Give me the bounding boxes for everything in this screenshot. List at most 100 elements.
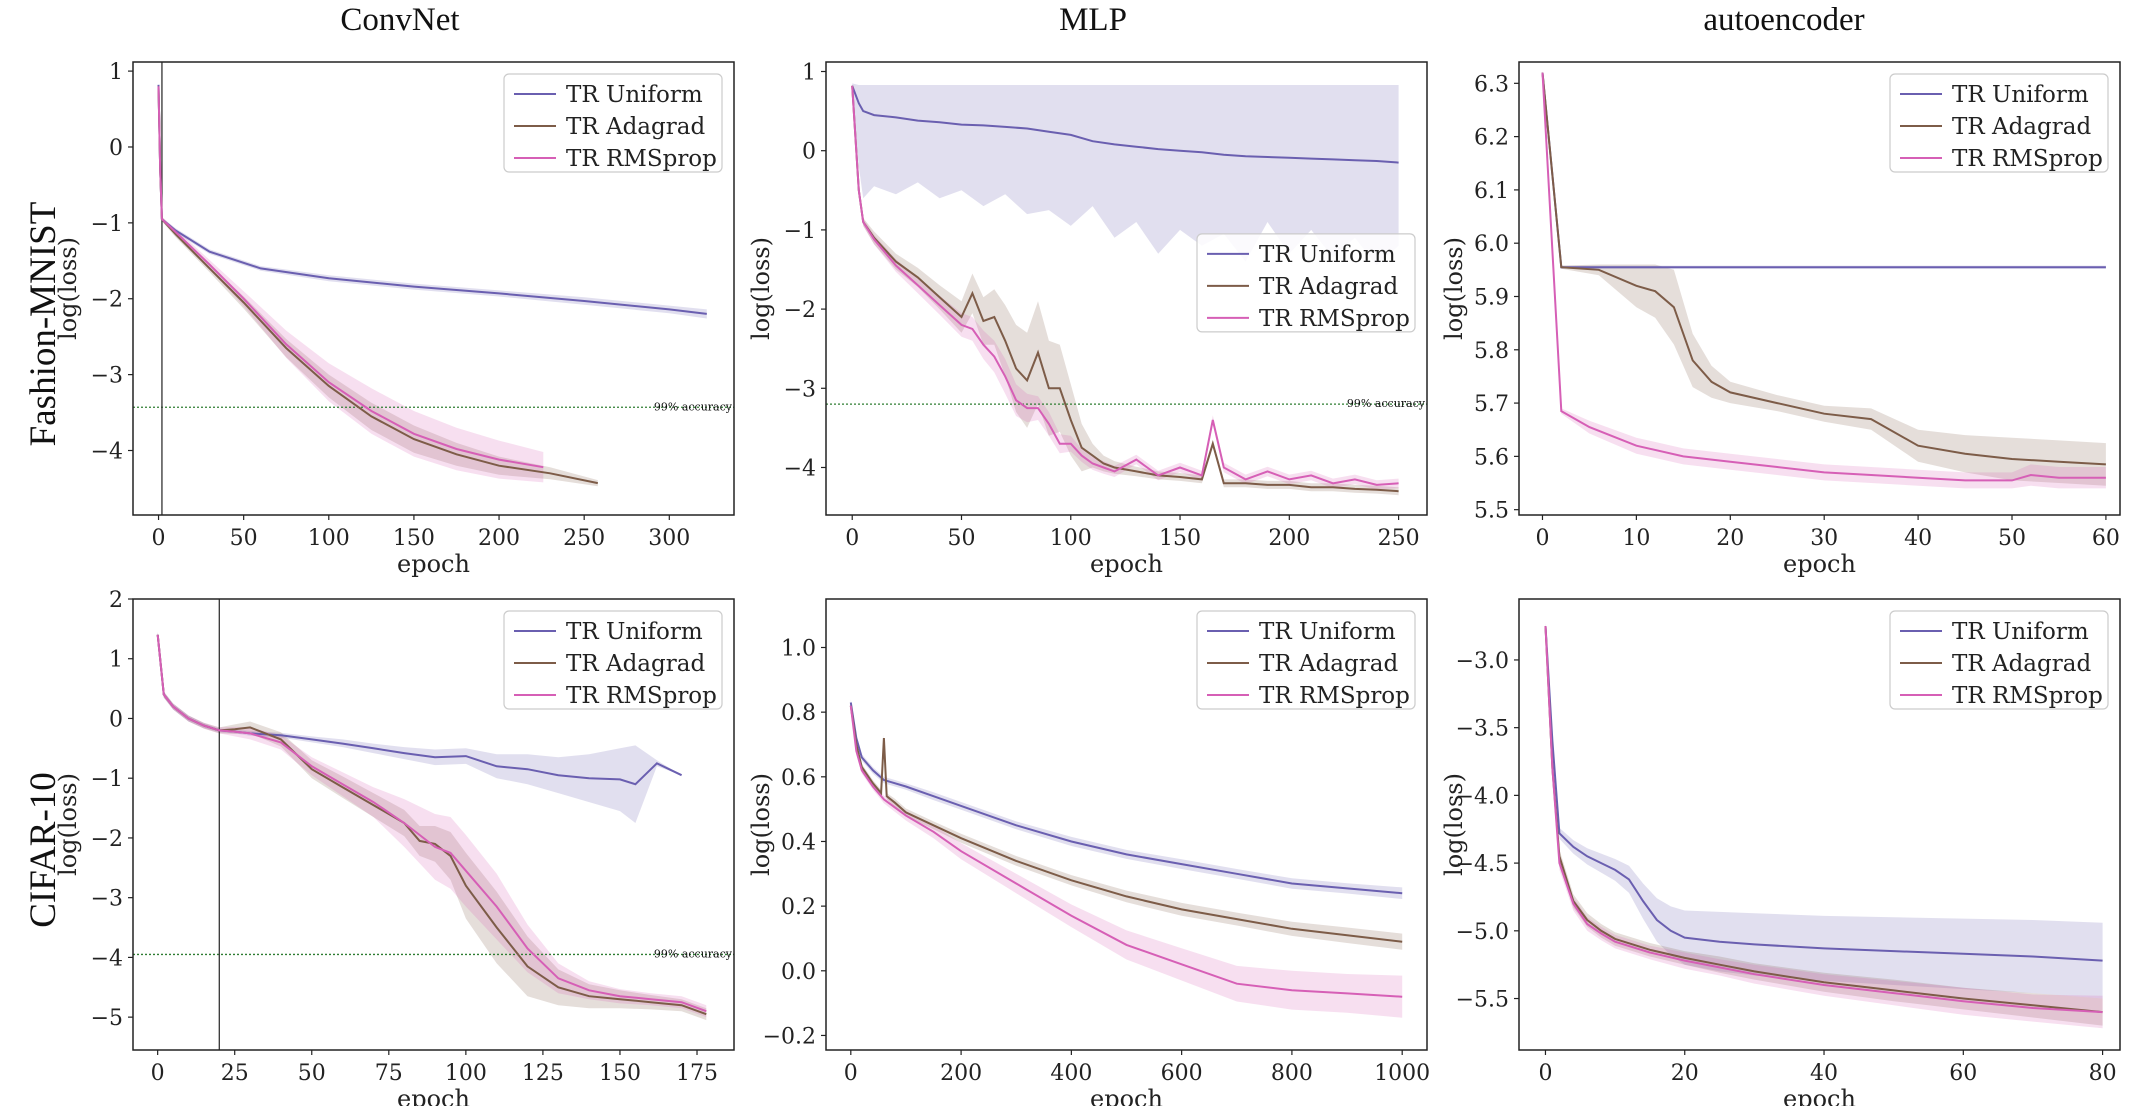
panel-r1c2-legend: TR Uniform TR Adagrad TR RMSprop (1889, 610, 2109, 710)
panel-r1c0-ytick-label: −3 (91, 887, 123, 912)
panel-r1c2-xtick-label: 20 (1671, 1061, 1699, 1086)
panel-r1c0-ytick-label: −2 (91, 827, 123, 852)
panel-r1c0-band-tr-rmsprop (157, 631, 707, 1018)
panel-r1c1-xlabel: epoch (1090, 1085, 1163, 1106)
panel-r0c0-ytick-label: 1 (109, 60, 123, 85)
panel-r0c2-ytick-label: 6.0 (1474, 232, 1509, 257)
panel-r0c1-xlabel: epoch (1090, 550, 1163, 578)
panel-r1c2-ytick-label: −5.0 (1456, 920, 1509, 945)
panel-r0c2-legend: TR Uniform TR Adagrad TR RMSprop (1889, 73, 2109, 173)
panel-r0c1-ytick-label: −4 (784, 456, 816, 481)
panel-r0c1-ytick-label: 0 (802, 140, 816, 165)
panel-r1c1-plot-area (849, 699, 1403, 1018)
panel-r0c0-accuracy-label: 99% accuracy (654, 400, 733, 413)
panel-r0c2-legend-box (1889, 73, 2109, 173)
panel-r1c2-ytick-label: −4.0 (1456, 784, 1509, 809)
panel-r1c0-band-tr-uniform (157, 631, 682, 823)
panel-r0c2-ytick-label: 6.2 (1474, 126, 1509, 151)
panel-r1c0-xtick-label: 100 (445, 1061, 487, 1086)
panel-r0c0-band-tr-rmsprop (158, 84, 544, 483)
panel-r0c2-xtick-label: 10 (1622, 526, 1650, 551)
panel-r0c0-plot-area (133, 62, 734, 515)
panel-r0c1-frame (825, 61, 1428, 516)
panel-r0c2-ytick-label: 5.9 (1474, 285, 1509, 310)
panel-r1c0-legend-box (503, 610, 723, 710)
panel-r1c1-legend-label-tr-adagrad: TR Adagrad (1259, 651, 1398, 677)
panel-r1c2-line-tr-uniform (1544, 626, 2103, 962)
panel-r1c0-xtick-label: 175 (676, 1061, 718, 1086)
panel-r1c2-ylabel: log(loss) (1440, 773, 1468, 876)
panel-r1c1-band-tr-rmsprop (850, 702, 1403, 1018)
panel-r1c2-xtick-label: 60 (1949, 1061, 1977, 1086)
panel-r1c0-ytick-label: −5 (91, 1006, 123, 1031)
panel-r1c2-legend-label-tr-adagrad: TR Adagrad (1952, 651, 2091, 677)
panel-r1c0-frame (132, 598, 735, 1051)
panel-r0c1-line-tr-rmsprop (851, 85, 1399, 486)
panel-r0c0-line-tr-rmsprop (157, 86, 544, 469)
panel-r0c2-ylabel: log(loss) (1440, 237, 1468, 340)
panel-r0c2: 0 10 20 30 40 50 60 5.5 5.6 5.7 5.8 5.9 6.0 6.1 6.2 6.3… (1440, 61, 2121, 578)
panel-r1c1-ytick-label: 0.2 (781, 895, 816, 920)
panel-r1c2: 0 20 40 60 80 −5.5 −5.0 −4.5 −4.0 −3.5 −3.0 epoch lo… (1440, 598, 2121, 1106)
panel-r0c2-ytick-label: 5.6 (1474, 445, 1509, 470)
panel-r0c1-ytick-label: −3 (784, 377, 816, 402)
panel-r1c0-xtick-label: 75 (375, 1061, 403, 1086)
panel-r0c2-xtick-label: 60 (2092, 526, 2120, 551)
panel-r1c1-xtick-label: 1000 (1374, 1061, 1430, 1086)
panel-r1c2-xtick-label: 40 (1810, 1061, 1838, 1086)
panel-r0c0-ylabel: log(loss) (54, 237, 82, 340)
panel-r1c1-ytick-label: 0.4 (781, 830, 816, 855)
panel-r1c1-xtick-label: 200 (940, 1061, 982, 1086)
panel-r0c1-ytick-label: −2 (784, 298, 816, 323)
panel-r0c0-legend-label-tr-rmsprop: TR RMSprop (566, 146, 717, 172)
panel-r0c1-ytick-label: 1 (802, 61, 816, 86)
panel-r0c2-ytick-label: 5.7 (1474, 392, 1509, 417)
panel-r0c2-ytick-label: 5.5 (1474, 499, 1509, 524)
panel-r1c1-xtick-label: 400 (1050, 1061, 1092, 1086)
panel-r0c2-line-tr-adagrad (1541, 72, 2106, 466)
panel-r0c0-legend-label-tr-uniform: TR Uniform (566, 82, 703, 108)
panel-r1c2-ytick-label: −5.5 (1456, 988, 1509, 1013)
panel-r0c1-line-tr-uniform (851, 85, 1399, 164)
panel-r1c0-line-tr-rmsprop (156, 634, 707, 1013)
panel-r1c0-xtick-label: 125 (522, 1061, 564, 1086)
panel-r0c2-xtick-label: 40 (1904, 526, 1932, 551)
panel-r1c0-ytick-label: −1 (91, 767, 123, 792)
row-title-cifar10: CIFAR-10 (23, 772, 64, 928)
panel-r0c1-xtick-label: 50 (947, 526, 975, 551)
panel-r1c0-legend-label-tr-uniform: TR Uniform (566, 619, 703, 645)
panel-r1c0-ytick-label: −4 (91, 946, 123, 971)
panel-r0c0-ytick-label: −1 (91, 212, 123, 237)
panel-r1c0-ylabel: log(loss) (54, 773, 82, 876)
panel-r0c1-legend: TR Uniform TR Adagrad TR RMSprop (1196, 233, 1416, 333)
panel-r1c2-line-tr-adagrad (1544, 626, 2103, 1014)
panel-r1c1-legend-box (1196, 610, 1416, 710)
panel-r1c1-ytick-label: 0.8 (781, 701, 816, 726)
panel-r0c0-ytick-label: −3 (91, 364, 123, 389)
panel-r1c1-xtick-label: 0 (844, 1061, 858, 1086)
panel-r0c1-legend-label-tr-uniform: TR Uniform (1259, 242, 1396, 268)
panel-r0c2-legend-label-tr-uniform: TR Uniform (1952, 82, 2089, 108)
panel-r1c1-xtick-label: 800 (1271, 1061, 1313, 1086)
panel-r1c0-legend: TR Uniform TR Adagrad TR RMSprop (503, 610, 723, 710)
panel-r1c0-xtick-label: 0 (151, 1061, 165, 1086)
panel-r0c2-xtick-label: 0 (1535, 526, 1549, 551)
panel-r1c0: 99% accuracy 0 25 50 75 100 125 150 175 −5 −4 −3 −2 −… (54, 588, 735, 1106)
panel-r1c0-legend-label-tr-adagrad: TR Adagrad (566, 651, 705, 677)
panel-r1c2-ytick-label: −4.5 (1456, 852, 1509, 877)
panel-r0c0-xlabel: epoch (397, 550, 470, 578)
panel-r1c0-xtick-label: 25 (221, 1061, 249, 1086)
panel-r1c0-xtick-label: 150 (599, 1061, 641, 1086)
panel-r1c1-band-tr-uniform (850, 699, 1403, 899)
panel-r1c1-ylabel: log(loss) (747, 773, 775, 876)
panel-r1c1-ytick-label: 0.6 (781, 766, 816, 791)
panel-r0c0-xtick-label: 0 (152, 526, 166, 551)
panel-r0c1-xtick-label: 200 (1268, 526, 1310, 551)
panel-r0c0-legend: TR Uniform TR Adagrad TR RMSprop (503, 73, 723, 173)
panel-r1c1-legend-label-tr-rmsprop: TR RMSprop (1259, 683, 1410, 709)
panel-r0c2-legend-label-tr-rmsprop: TR RMSprop (1952, 146, 2103, 172)
panel-r1c1-band-tr-adagrad (850, 702, 1403, 950)
panel-r1c2-xtick-label: 0 (1538, 1061, 1552, 1086)
panel-r1c0-ytick-label: 2 (109, 588, 123, 613)
panel-r0c0-xtick-label: 200 (478, 526, 520, 551)
